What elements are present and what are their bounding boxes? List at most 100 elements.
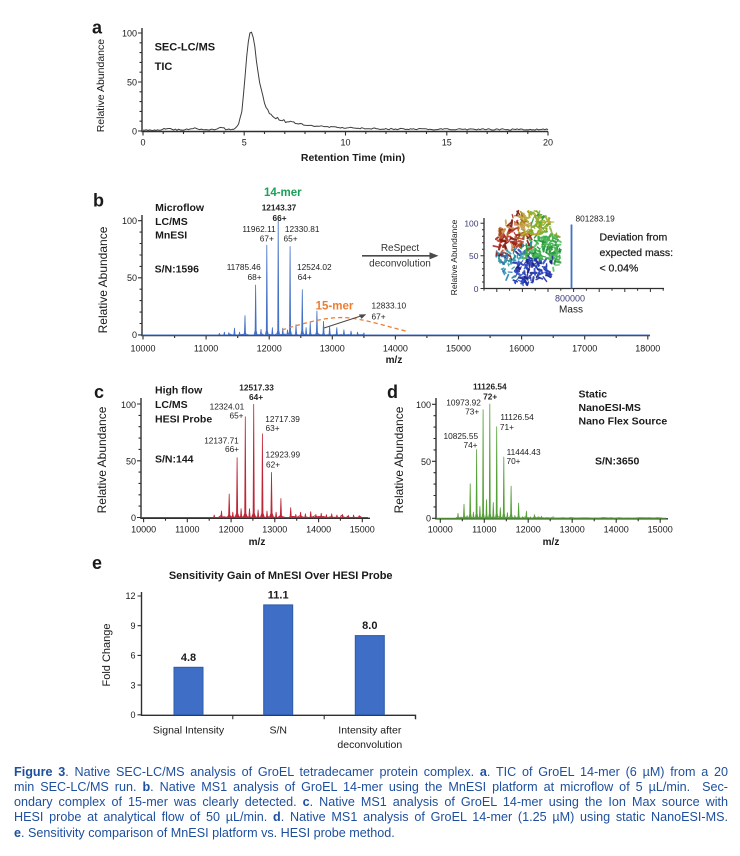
svg-text:73+: 73+ — [465, 407, 479, 417]
svg-text:70+: 70+ — [506, 456, 520, 466]
svg-text:S/N:1596: S/N:1596 — [155, 264, 200, 276]
svg-text:12330.81: 12330.81 — [285, 224, 320, 234]
svg-text:100: 100 — [464, 219, 478, 229]
svg-text:12: 12 — [125, 591, 135, 601]
svg-text:m/z: m/z — [386, 355, 403, 366]
svg-text:12137.71: 12137.71 — [204, 435, 239, 445]
svg-text:11.1: 11.1 — [268, 589, 289, 601]
svg-text:m/z: m/z — [543, 537, 560, 548]
svg-text:m/z: m/z — [249, 537, 266, 548]
svg-text:16000: 16000 — [509, 344, 534, 354]
svg-text:5: 5 — [242, 138, 247, 148]
svg-text:65+: 65+ — [229, 410, 243, 420]
svg-text:0: 0 — [426, 514, 431, 524]
svg-text:3: 3 — [130, 680, 135, 690]
svg-text:LC/MS: LC/MS — [155, 399, 188, 411]
svg-text:< 0.04%: < 0.04% — [600, 263, 639, 275]
svg-text:Retention Time (min): Retention Time (min) — [301, 152, 405, 164]
svg-text:72+: 72+ — [483, 392, 497, 402]
svg-text:15-mer: 15-mer — [316, 300, 354, 312]
svg-text:17000: 17000 — [572, 344, 597, 354]
svg-text:13000: 13000 — [262, 525, 287, 535]
svg-text:0: 0 — [140, 138, 145, 148]
svg-text:12833.10: 12833.10 — [372, 301, 407, 311]
svg-text:11000: 11000 — [472, 525, 496, 535]
svg-text:15000: 15000 — [350, 525, 375, 535]
svg-text:a: a — [92, 18, 103, 38]
svg-text:15: 15 — [442, 138, 452, 148]
svg-text:12000: 12000 — [219, 525, 244, 535]
svg-text:12517.33: 12517.33 — [239, 382, 274, 392]
svg-text:8.0: 8.0 — [362, 620, 377, 632]
svg-text:Relative Abundance: Relative Abundance — [392, 406, 406, 513]
svg-text:0: 0 — [132, 127, 137, 137]
svg-text:11126.54: 11126.54 — [473, 382, 507, 392]
svg-text:50: 50 — [127, 78, 137, 88]
svg-text:HESI Probe: HESI Probe — [155, 414, 212, 426]
svg-text:67+: 67+ — [372, 312, 386, 322]
svg-text:Relative Abundance: Relative Abundance — [95, 406, 109, 513]
svg-text:Signal Intensity: Signal Intensity — [153, 725, 225, 737]
svg-text:50: 50 — [126, 456, 136, 466]
svg-text:11785.46: 11785.46 — [227, 262, 261, 272]
svg-text:12524.02: 12524.02 — [297, 262, 332, 272]
svg-text:14000: 14000 — [383, 344, 408, 354]
svg-text:66+: 66+ — [225, 444, 239, 454]
svg-text:64+: 64+ — [249, 392, 263, 402]
svg-text:0: 0 — [130, 710, 135, 720]
svg-text:Nano Flex Source: Nano Flex Source — [579, 416, 668, 428]
svg-text:S/N: S/N — [269, 725, 287, 737]
svg-text:10000: 10000 — [428, 525, 453, 535]
svg-text:20: 20 — [543, 138, 553, 148]
svg-text:18000: 18000 — [635, 344, 660, 354]
svg-text:800000: 800000 — [555, 294, 585, 304]
svg-text:15000: 15000 — [648, 525, 673, 535]
svg-text:9: 9 — [130, 621, 135, 631]
svg-text:100: 100 — [122, 216, 137, 226]
svg-text:100: 100 — [122, 29, 137, 39]
svg-text:10973.92: 10973.92 — [446, 398, 481, 408]
svg-text:74+: 74+ — [463, 440, 477, 450]
svg-text:Mass: Mass — [559, 305, 583, 316]
svg-text:0: 0 — [474, 284, 479, 294]
svg-text:11000: 11000 — [175, 525, 199, 535]
svg-text:14000: 14000 — [306, 525, 331, 535]
svg-text:d: d — [387, 382, 398, 402]
svg-text:NanoESI-MS: NanoESI-MS — [579, 402, 641, 414]
svg-text:Relative Abundance: Relative Abundance — [95, 39, 107, 133]
svg-text:Static: Static — [579, 389, 608, 401]
svg-text:68+: 68+ — [248, 272, 262, 282]
svg-text:66+: 66+ — [273, 213, 287, 223]
svg-text:12000: 12000 — [257, 344, 282, 354]
svg-text:High flow: High flow — [155, 385, 203, 397]
svg-text:12923.99: 12923.99 — [265, 449, 300, 459]
svg-text:12143.37: 12143.37 — [262, 203, 297, 213]
svg-text:MnESI: MnESI — [155, 230, 187, 242]
svg-text:11962.11: 11962.11 — [242, 224, 276, 234]
svg-text:Relative Abundance: Relative Abundance — [449, 219, 459, 295]
svg-text:SEC-LC/MS: SEC-LC/MS — [155, 42, 216, 54]
svg-text:50: 50 — [127, 273, 137, 283]
svg-text:0: 0 — [132, 330, 137, 340]
svg-text:Sensitivity Gain of MnESI Over: Sensitivity Gain of MnESI Over HESI Prob… — [169, 570, 393, 582]
svg-text:71+: 71+ — [500, 422, 514, 432]
svg-text:10000: 10000 — [131, 525, 156, 535]
svg-text:13000: 13000 — [320, 344, 345, 354]
svg-text:64+: 64+ — [298, 272, 312, 282]
svg-text:ReSpect: ReSpect — [381, 243, 420, 254]
svg-text:50: 50 — [469, 251, 479, 261]
svg-text:100: 100 — [416, 400, 431, 410]
svg-text:deconvolution: deconvolution — [369, 259, 431, 270]
svg-text:11126.54: 11126.54 — [500, 412, 534, 422]
svg-text:11000: 11000 — [194, 344, 218, 354]
svg-text:S/N:144: S/N:144 — [155, 454, 194, 466]
svg-text:67+: 67+ — [260, 234, 274, 244]
svg-text:TIC: TIC — [155, 61, 173, 73]
svg-text:15000: 15000 — [446, 344, 471, 354]
svg-text:11444.43: 11444.43 — [507, 447, 541, 457]
svg-text:14000: 14000 — [604, 525, 629, 535]
svg-text:13000: 13000 — [560, 525, 585, 535]
svg-text:S/N:3650: S/N:3650 — [595, 456, 640, 468]
svg-text:14-mer: 14-mer — [264, 187, 302, 199]
svg-text:c: c — [94, 382, 104, 402]
